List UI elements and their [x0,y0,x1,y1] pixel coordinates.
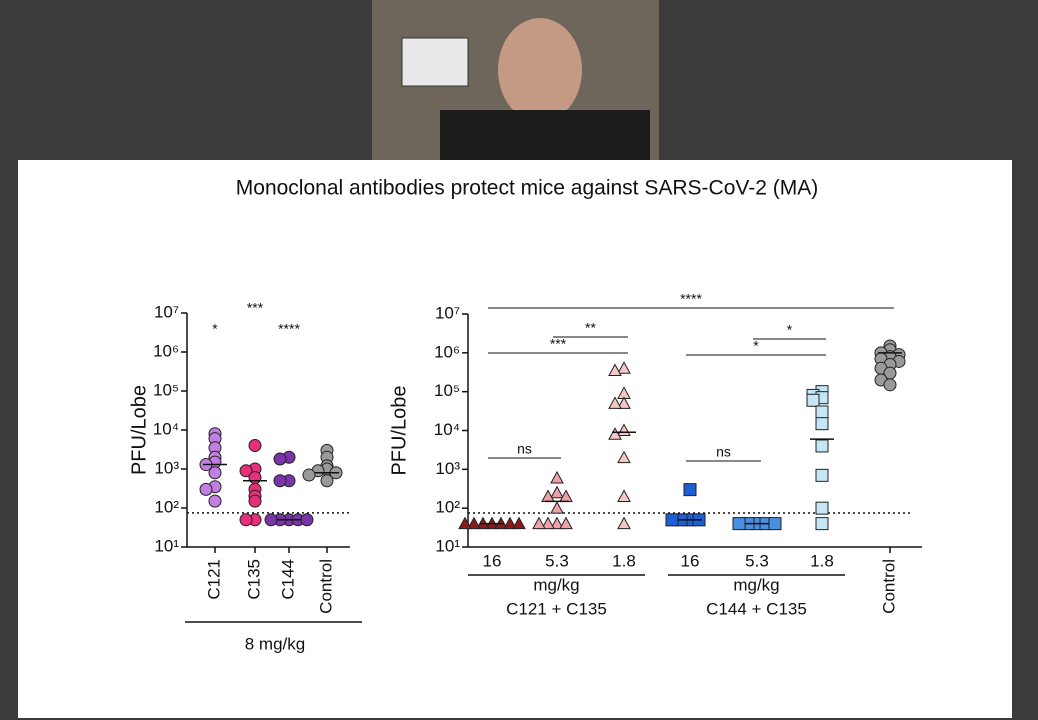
y-tick-label: 10⁵ [153,380,179,399]
significance-label: ** [585,320,596,336]
data-point [512,516,526,530]
data-point [559,516,573,530]
data-point [815,501,829,515]
data-point [617,396,631,409]
significance-label: ns [517,441,532,457]
x-tick-label: 5.3 [545,551,569,570]
x-tick-label: Control [316,559,335,614]
data-point [617,489,631,502]
group-unit: mg/kg [733,575,779,594]
y-tick-label: 10³ [435,459,460,478]
data-point [768,517,782,531]
whiteboard [401,37,469,87]
x-tick-label: C135 [244,559,263,600]
significance-label: **** [680,291,702,307]
y-tick-label: 10⁶ [434,342,460,361]
data-point [815,468,829,482]
significance-label: * [212,321,218,337]
x-tick-label: 16 [681,551,700,570]
data-point [617,516,631,530]
data-point [320,474,334,488]
data-point [815,517,829,531]
x-axis-label: 8 mg/kg [245,634,305,653]
y-tick-label: 10⁶ [153,341,179,360]
y-tick-label: 10¹ [435,536,460,555]
slide [18,160,1012,718]
x-tick-label: 1.8 [810,551,834,570]
data-point [239,513,253,527]
x-tick-label: Control [879,559,898,614]
data-point [302,468,316,482]
x-tick-label: 16 [483,551,502,570]
group-name: C121 + C135 [506,599,607,618]
significance-label: **** [278,321,300,337]
y-tick-label: 10³ [154,458,179,477]
data-point [239,464,253,478]
data-point [608,363,622,377]
data-point [264,513,278,527]
data-point [806,393,820,407]
data-point [199,482,213,496]
presenter-body [440,110,650,160]
y-tick-label: 10⁷ [435,303,460,322]
x-tick-label: C121 [204,559,223,600]
data-point [815,405,829,419]
x-tick-label: 1.8 [612,551,636,570]
group-unit: mg/kg [533,575,579,594]
data-point [248,494,262,508]
data-point [815,439,829,453]
y-axis-label: PFU/Lobe [388,385,410,475]
y-tick-label: 10² [435,498,460,517]
data-point [883,378,897,392]
significance-label: * [787,322,793,338]
data-point [273,474,287,488]
significance-label: ns [716,444,731,460]
data-point [550,516,564,530]
data-point [273,452,287,466]
data-point [550,501,564,514]
y-tick-label: 10⁷ [154,302,179,321]
y-tick-label: 10⁴ [434,420,460,439]
data-point [208,466,222,480]
data-point [683,483,697,497]
data-point [608,427,622,440]
data-point [617,450,631,464]
presenter-head [498,18,582,122]
y-tick-label: 10⁴ [153,419,179,438]
data-point [248,471,262,485]
data-point [732,517,746,531]
y-axis-label: PFU/Lobe [128,385,150,475]
y-tick-label: 10⁵ [434,381,460,400]
group-name: C144 + C135 [706,599,807,618]
data-point [550,470,564,484]
significance-label: *** [550,336,567,352]
significance-label: * [753,338,759,354]
data-point [617,361,631,374]
data-point [300,513,314,527]
data-point [467,516,481,530]
data-point [608,396,622,409]
y-tick-label: 10¹ [154,536,179,555]
data-point [208,494,222,508]
data-point [815,417,829,431]
slide-title: Monoclonal antibodies protect mice again… [236,177,818,200]
data-point [458,516,472,530]
x-tick-label: 5.3 [745,551,769,570]
y-tick-label: 10² [154,497,179,516]
data-point [532,516,546,530]
data-point [248,439,262,453]
data-point [503,516,517,530]
significance-label: *** [247,300,264,316]
data-point [665,513,679,527]
data-point [550,485,564,499]
data-point [541,516,555,530]
x-tick-label: C144 [278,559,297,600]
